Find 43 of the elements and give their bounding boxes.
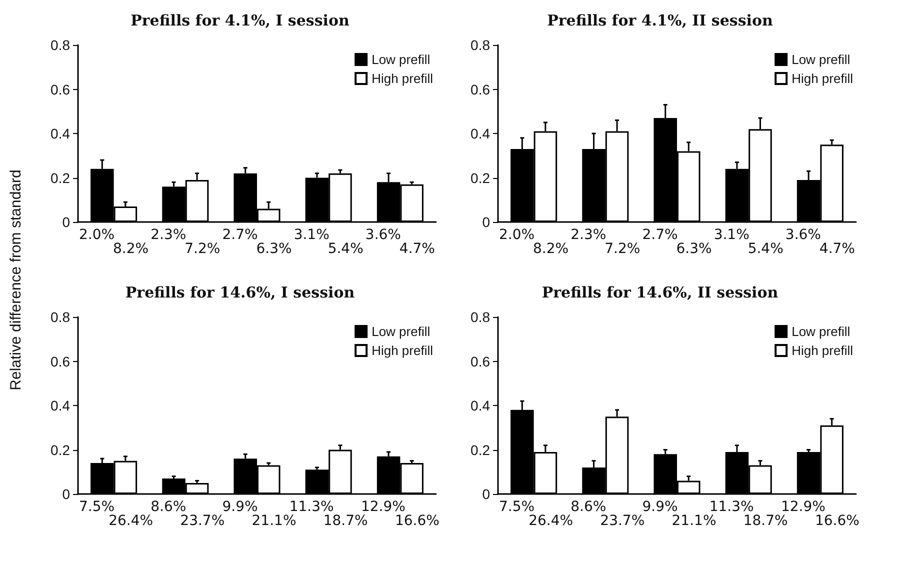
- y-tick-label: 0.6: [470, 353, 490, 370]
- y-tick-label: 0.6: [470, 81, 490, 98]
- x-tick-label: 2.3% 7.2%: [150, 227, 220, 257]
- y-tick-label: 0.8: [50, 37, 70, 53]
- legend-label: Low prefill: [792, 324, 850, 339]
- y-tick-label: 0.8: [470, 309, 490, 325]
- x-tick-label: 2.3% 7.2%: [570, 227, 640, 257]
- y-axis-title: Relative difference from standard: [8, 170, 24, 390]
- legend-label: Low prefill: [792, 52, 850, 67]
- x-tick-label: 2.0% 8.2%: [79, 227, 149, 257]
- legend-label: High prefill: [372, 343, 434, 358]
- y-tick-label: 0.4: [470, 126, 490, 142]
- y-tick-label: 0.2: [50, 442, 70, 458]
- x-tick-label: 2.7% 6.3%: [642, 227, 712, 257]
- y-tick-label: 0.2: [470, 170, 490, 186]
- legend-label: High prefill: [372, 71, 434, 86]
- y-tick-label: 0.8: [470, 37, 490, 53]
- y-tick-label: 0.6: [50, 353, 70, 370]
- x-tick-label: 3.1% 5.4%: [294, 227, 364, 257]
- y-tick-label: 0: [482, 214, 490, 230]
- legend-label: High prefill: [792, 343, 854, 358]
- x-tick-label: 2.0% 8.2%: [499, 227, 569, 257]
- y-tick-label: 0.8: [50, 309, 70, 325]
- y-tick-label: 0.2: [470, 442, 490, 458]
- y-tick-label: 0.6: [50, 81, 70, 98]
- y-tick-label: 0.4: [50, 398, 70, 414]
- y-tick-label: 0: [482, 486, 490, 502]
- x-tick-label: 3.1% 5.4%: [714, 227, 784, 257]
- y-tick-label: 0.2: [50, 170, 70, 186]
- chart-title: Prefills for 4.1%, I session: [130, 12, 350, 30]
- y-tick-label: 0.4: [50, 126, 70, 142]
- chart-title: Prefills for 14.6%, I session: [125, 284, 355, 302]
- legend-label: Low prefill: [372, 324, 430, 339]
- x-tick-label: 3.6% 4.7%: [365, 227, 435, 257]
- x-tick-label: 2.7% 6.3%: [222, 227, 292, 257]
- y-tick-label: 0: [62, 214, 70, 230]
- chart-title: Prefills for 14.6%, II session: [542, 284, 778, 302]
- x-tick-label: 3.6% 4.7%: [785, 227, 855, 257]
- legend-label: Low prefill: [372, 52, 430, 67]
- y-tick-label: 0.4: [470, 398, 490, 414]
- legend-label: High prefill: [792, 71, 854, 86]
- chart-title: Prefills for 4.1%, II session: [547, 12, 773, 30]
- y-tick-label: 0: [62, 486, 70, 502]
